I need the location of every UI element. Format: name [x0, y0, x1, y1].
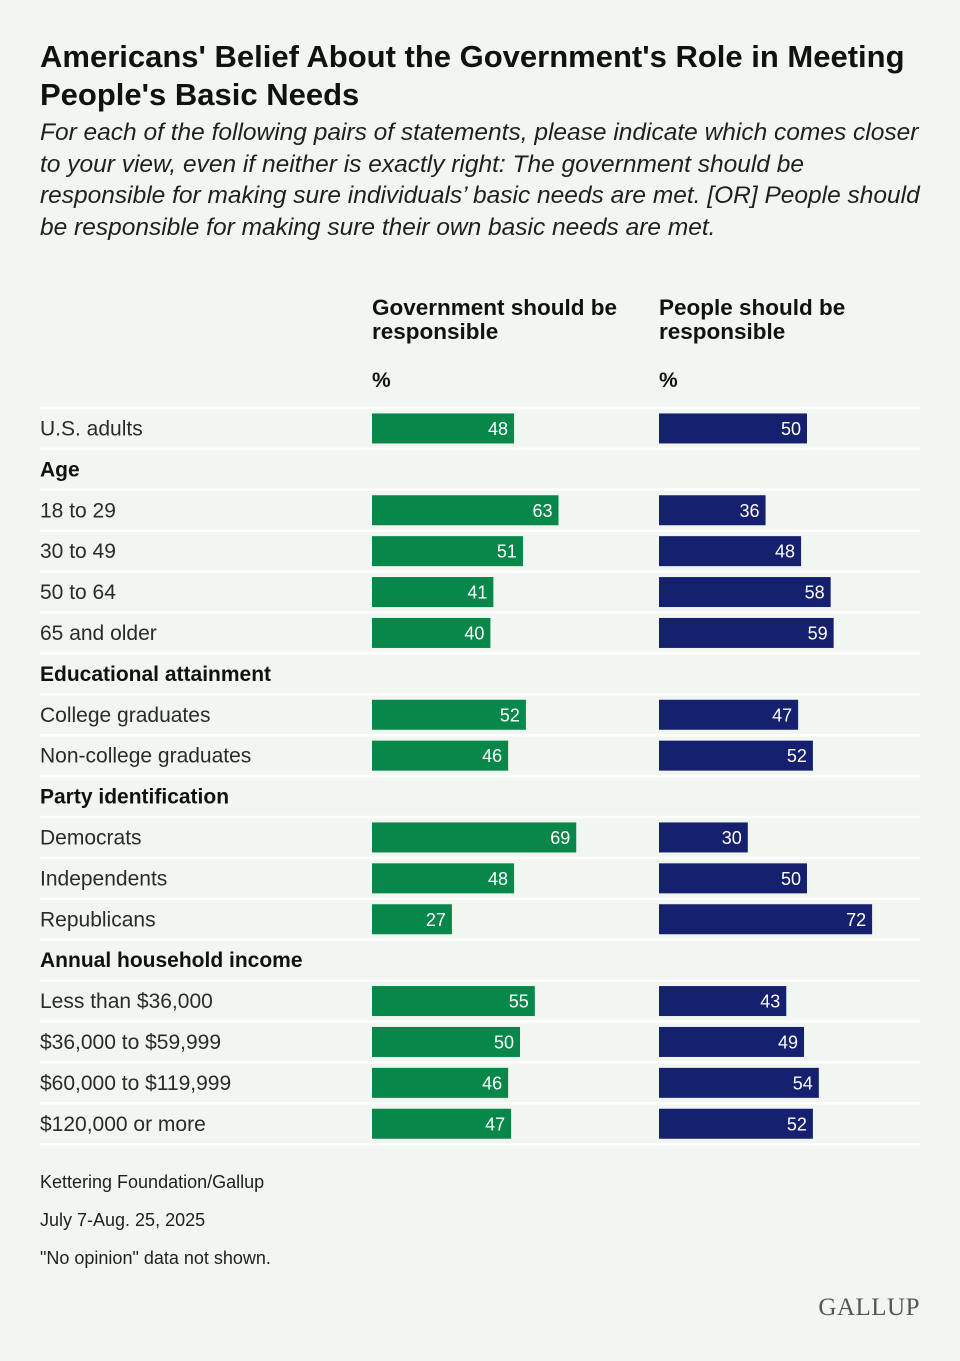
column-unit-people: % [659, 369, 678, 392]
bar-government [372, 740, 509, 771]
footer-source: Kettering Foundation/Gallup [40, 1172, 265, 1192]
value-label: 50 [781, 869, 801, 889]
bar-people [659, 863, 807, 894]
bar-people [659, 822, 748, 853]
chart-subtitle: For each of the following pairs of state… [40, 119, 920, 241]
row-label: Less than $36,000 [40, 990, 213, 1013]
value-label: 48 [488, 869, 508, 889]
group-label: Annual household income [40, 949, 303, 972]
value-label: 58 [805, 583, 825, 603]
value-label: 72 [846, 910, 866, 930]
value-label: 47 [772, 705, 792, 725]
bar-people [659, 740, 813, 771]
value-label: 50 [494, 1032, 514, 1052]
value-label: 54 [793, 1073, 813, 1093]
column-unit-government: % [372, 369, 391, 392]
bar-government [372, 904, 452, 935]
footer-dates: July 7-Aug. 25, 2025 [40, 1210, 206, 1230]
bar-government [372, 577, 494, 608]
value-label: 49 [778, 1032, 798, 1052]
row-label: $36,000 to $59,999 [40, 1031, 221, 1054]
value-label: 47 [485, 1114, 505, 1134]
bar-government [372, 1067, 509, 1098]
row-label: 30 to 49 [40, 540, 116, 563]
bar-people [659, 699, 799, 730]
bar-people [659, 413, 807, 444]
group-label: Party identification [40, 786, 229, 809]
row-label: Republicans [40, 908, 156, 931]
footer-note: "No opinion" data not shown. [40, 1248, 271, 1268]
bar-government [372, 863, 515, 894]
bar-government [372, 822, 577, 853]
value-label: 27 [426, 910, 446, 930]
value-label: 46 [482, 746, 502, 766]
value-label: 51 [497, 542, 517, 562]
row-label: $60,000 to $119,999 [40, 1072, 231, 1095]
row-label: College graduates [40, 704, 210, 727]
bar-government [372, 699, 526, 730]
value-label: 48 [488, 419, 508, 439]
bar-people [659, 1108, 813, 1139]
bar-people [659, 495, 766, 526]
chart-title: Americans' Belief About the Government's… [40, 39, 905, 112]
value-label: 30 [722, 828, 742, 848]
value-label: 55 [509, 992, 529, 1012]
row-label: 50 to 64 [40, 581, 116, 604]
value-label: 48 [775, 542, 795, 562]
value-label: 46 [482, 1073, 502, 1093]
row-label: Non-college graduates [40, 745, 251, 768]
bar-people [659, 1067, 819, 1098]
value-label: 52 [500, 705, 520, 725]
bar-people [659, 617, 834, 648]
bar-people [659, 904, 873, 935]
gallup-logo: GALLUP [818, 1294, 920, 1321]
bar-people [659, 577, 831, 608]
bar-government [372, 536, 523, 567]
bar-government [372, 1026, 520, 1057]
bar-government [372, 617, 491, 648]
bar-government [372, 1108, 512, 1139]
bar-government [372, 986, 535, 1017]
value-label: 36 [740, 501, 760, 521]
row-label: 18 to 29 [40, 499, 116, 522]
bar-people [659, 1026, 805, 1057]
bar-government [372, 495, 559, 526]
value-label: 43 [760, 992, 780, 1012]
value-label: 50 [781, 419, 801, 439]
row-label: Independents [40, 867, 167, 890]
value-label: 59 [808, 623, 828, 643]
bar-people [659, 536, 802, 567]
bar-government [372, 413, 515, 444]
value-label: 52 [787, 746, 807, 766]
bar-people [659, 986, 787, 1017]
value-label: 63 [532, 501, 552, 521]
value-label: 52 [787, 1114, 807, 1134]
column-header-people: People should be responsible [659, 295, 846, 344]
row-label: Democrats [40, 826, 142, 849]
group-label: Educational attainment [40, 663, 271, 686]
value-label: 69 [550, 828, 570, 848]
value-label: 40 [464, 623, 484, 643]
row-label: U.S. adults [40, 417, 143, 440]
row-label: $120,000 or more [40, 1113, 206, 1136]
group-label: Age [40, 458, 80, 481]
value-label: 41 [467, 583, 487, 603]
row-label: 65 and older [40, 622, 157, 645]
column-header-government: Government should be responsible [372, 295, 618, 344]
